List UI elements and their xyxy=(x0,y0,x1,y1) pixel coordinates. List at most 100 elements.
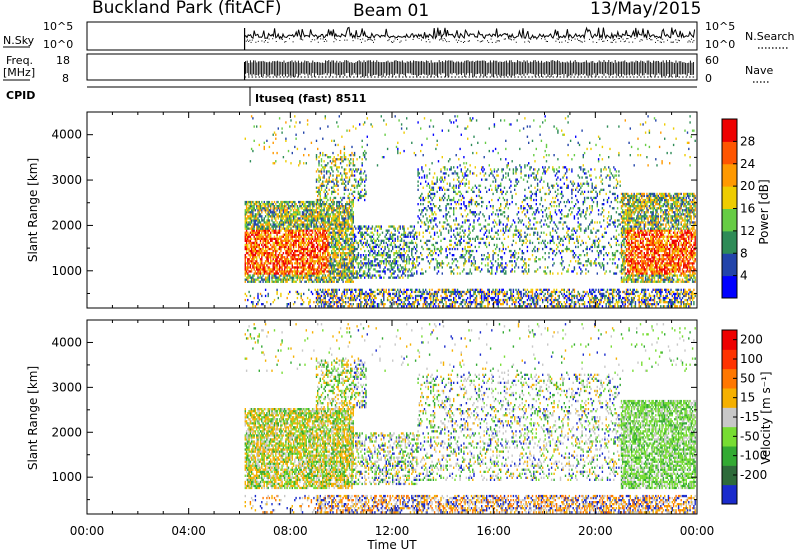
echo-cell xyxy=(307,297,308,299)
echo-cell xyxy=(256,217,257,219)
echo-cell xyxy=(308,225,309,227)
nsearch-dot xyxy=(399,42,400,43)
nsearch-dot xyxy=(615,42,616,43)
echo-cell xyxy=(299,238,300,240)
echo-cell xyxy=(301,252,302,254)
echo-cell xyxy=(274,256,275,258)
echo-cell xyxy=(270,223,271,225)
echo-cell xyxy=(308,289,309,291)
echo-cell xyxy=(306,244,307,246)
echo-cell xyxy=(268,246,269,248)
echo-cell xyxy=(301,219,302,221)
echo-cell xyxy=(284,260,285,262)
echo-cell xyxy=(260,260,261,262)
echo-cell xyxy=(260,209,261,211)
echo-cell xyxy=(283,225,284,227)
echo-cell xyxy=(294,274,295,276)
echo-cell xyxy=(311,221,312,223)
echo-cell xyxy=(315,248,316,250)
echo-cell xyxy=(316,228,317,230)
echo-cell xyxy=(262,219,263,221)
echo-cell xyxy=(280,274,281,276)
echo-cell xyxy=(309,242,310,244)
echo-cell xyxy=(270,228,271,230)
echo-cell xyxy=(309,221,310,223)
echo-cell xyxy=(250,274,251,276)
echo-cell xyxy=(261,230,262,232)
echo-cell xyxy=(260,262,261,264)
echo-cell xyxy=(269,236,270,238)
echo-cell xyxy=(280,215,281,217)
echo-cell xyxy=(252,207,253,209)
echo-cell xyxy=(257,211,258,213)
echo-cell xyxy=(252,303,253,305)
echo-cell xyxy=(284,211,285,213)
echo-cell xyxy=(247,203,248,205)
echo-cell xyxy=(264,207,265,209)
echo-cell xyxy=(268,293,269,295)
echo-cell xyxy=(256,258,257,260)
echo-cell xyxy=(309,277,310,279)
echo-cell xyxy=(309,219,310,221)
echo-cell xyxy=(250,242,251,244)
echo-cell xyxy=(309,215,310,217)
echo-cell xyxy=(308,217,309,219)
echo-cell xyxy=(299,272,300,274)
echo-cell xyxy=(304,262,305,264)
echo-cell xyxy=(278,242,279,244)
echo-cell xyxy=(303,232,304,234)
echo-cell xyxy=(275,277,276,279)
echo-cell xyxy=(299,121,300,123)
echo-cell xyxy=(261,303,262,305)
echo-cell xyxy=(288,246,289,248)
nsearch-dot xyxy=(511,39,512,40)
echo-cell xyxy=(285,201,286,203)
echo-cell xyxy=(297,205,298,207)
echo-cell xyxy=(293,213,294,215)
echo-cell xyxy=(259,205,260,207)
echo-cell xyxy=(301,240,302,242)
echo-cell xyxy=(257,250,258,252)
nsearch-dot xyxy=(611,42,612,43)
echo-cell xyxy=(317,297,318,299)
echo-cell xyxy=(268,295,269,297)
echo-cell xyxy=(268,211,269,213)
echo-cell xyxy=(283,217,284,219)
echo-cell xyxy=(289,252,290,254)
echo-cell xyxy=(262,207,263,209)
echo-cell xyxy=(261,217,262,219)
echo-cell xyxy=(245,215,246,217)
echo-cell xyxy=(248,291,249,293)
echo-cell xyxy=(307,246,308,248)
echo-cell xyxy=(284,270,285,272)
echo-cell xyxy=(273,250,274,252)
echo-cell xyxy=(261,219,262,221)
echo-cell xyxy=(307,274,308,276)
echo-cell xyxy=(276,234,277,236)
echo-cell xyxy=(284,207,285,209)
echo-cell xyxy=(301,303,302,305)
echo-cell xyxy=(315,236,316,238)
echo-cell xyxy=(308,213,309,215)
echo-cell xyxy=(251,279,252,281)
echo-cell xyxy=(294,234,295,236)
echo-cell xyxy=(306,217,307,219)
echo-cell xyxy=(294,203,295,205)
echo-cell xyxy=(281,240,282,242)
nsearch-dot xyxy=(647,39,648,40)
nsearch-dot xyxy=(596,42,597,43)
echo-cell xyxy=(312,203,313,205)
echo-cell xyxy=(289,254,290,256)
echo-cell xyxy=(259,228,260,230)
echo-cell xyxy=(290,246,291,248)
echo-cell xyxy=(290,277,291,279)
nsearch-dot xyxy=(464,41,465,42)
echo-cell xyxy=(313,272,314,274)
echo-cell xyxy=(280,238,281,240)
echo-cell xyxy=(295,232,296,234)
echo-cell xyxy=(274,262,275,264)
echo-cell xyxy=(298,242,299,244)
echo-cell xyxy=(247,209,248,211)
echo-cell xyxy=(301,230,302,232)
echo-cell xyxy=(297,209,298,211)
